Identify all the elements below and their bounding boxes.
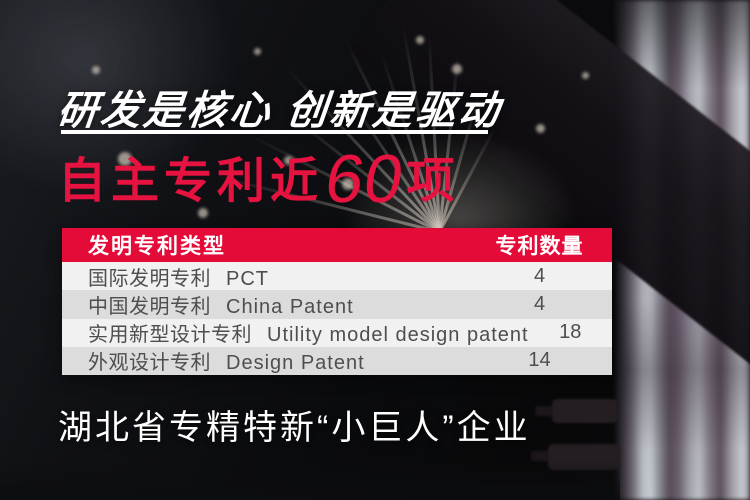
patent-type-cell: 外观设计专利 Design Patent <box>88 352 365 375</box>
patent-table: 发明专利类型 专利数量 国际发明专利 PCT 4 中国发明专利 China Pate… <box>62 228 612 375</box>
main-title: 研发是核心 创新是驱动 <box>55 89 505 133</box>
factory-machinery-shading <box>616 0 750 500</box>
table-row: 中国发明专利 China Patent 4 <box>62 290 612 319</box>
patent-count-cell: 18 <box>559 321 582 344</box>
title-underline <box>61 130 488 134</box>
header-patent-type: 发明专利类型 <box>88 235 226 258</box>
patent-count-cell: 4 <box>533 292 546 315</box>
spark-bokeh-dot <box>254 48 261 55</box>
table-row: 实用新型设计专利 Utility model design patent 18 <box>62 318 612 347</box>
machine-roller <box>531 444 620 470</box>
spark-bokeh-dot <box>416 36 424 44</box>
patent-type-cell: 中国发明专利 China Patent <box>88 295 354 318</box>
factory-machinery-strip <box>616 0 750 500</box>
patent-type-cell: 国际发明专利 PCT <box>88 267 269 290</box>
patent-count-cell: 14 <box>528 349 551 372</box>
spark-bokeh-dot <box>582 72 589 79</box>
patent-table-header: 发明专利类型 专利数量 <box>62 228 612 262</box>
machine-roller <box>535 399 618 423</box>
bottom-shadow <box>0 460 620 500</box>
honor-title: 湖北省专精特新“小巨人”企业 <box>58 409 531 447</box>
headline-prefix: 自主专利近 <box>58 155 324 208</box>
patent-count-cell: 4 <box>533 264 546 287</box>
spark-bokeh-dot <box>92 66 100 74</box>
patent-count-number: 60 <box>319 141 410 217</box>
spark-bokeh-dot <box>452 64 462 74</box>
patent-type-cell: 实用新型设计专利 Utility model design patent <box>88 324 529 347</box>
header-patent-count: 专利数量 <box>495 235 584 258</box>
table-row: 国际发明专利 PCT 4 <box>62 262 612 291</box>
spark-bokeh-dot <box>536 124 545 133</box>
headline-suffix: 项 <box>406 155 460 208</box>
table-row: 外观设计专利 Design Patent 14 <box>62 346 612 375</box>
patent-count-headline: 自主专利近60项 <box>58 141 460 217</box>
